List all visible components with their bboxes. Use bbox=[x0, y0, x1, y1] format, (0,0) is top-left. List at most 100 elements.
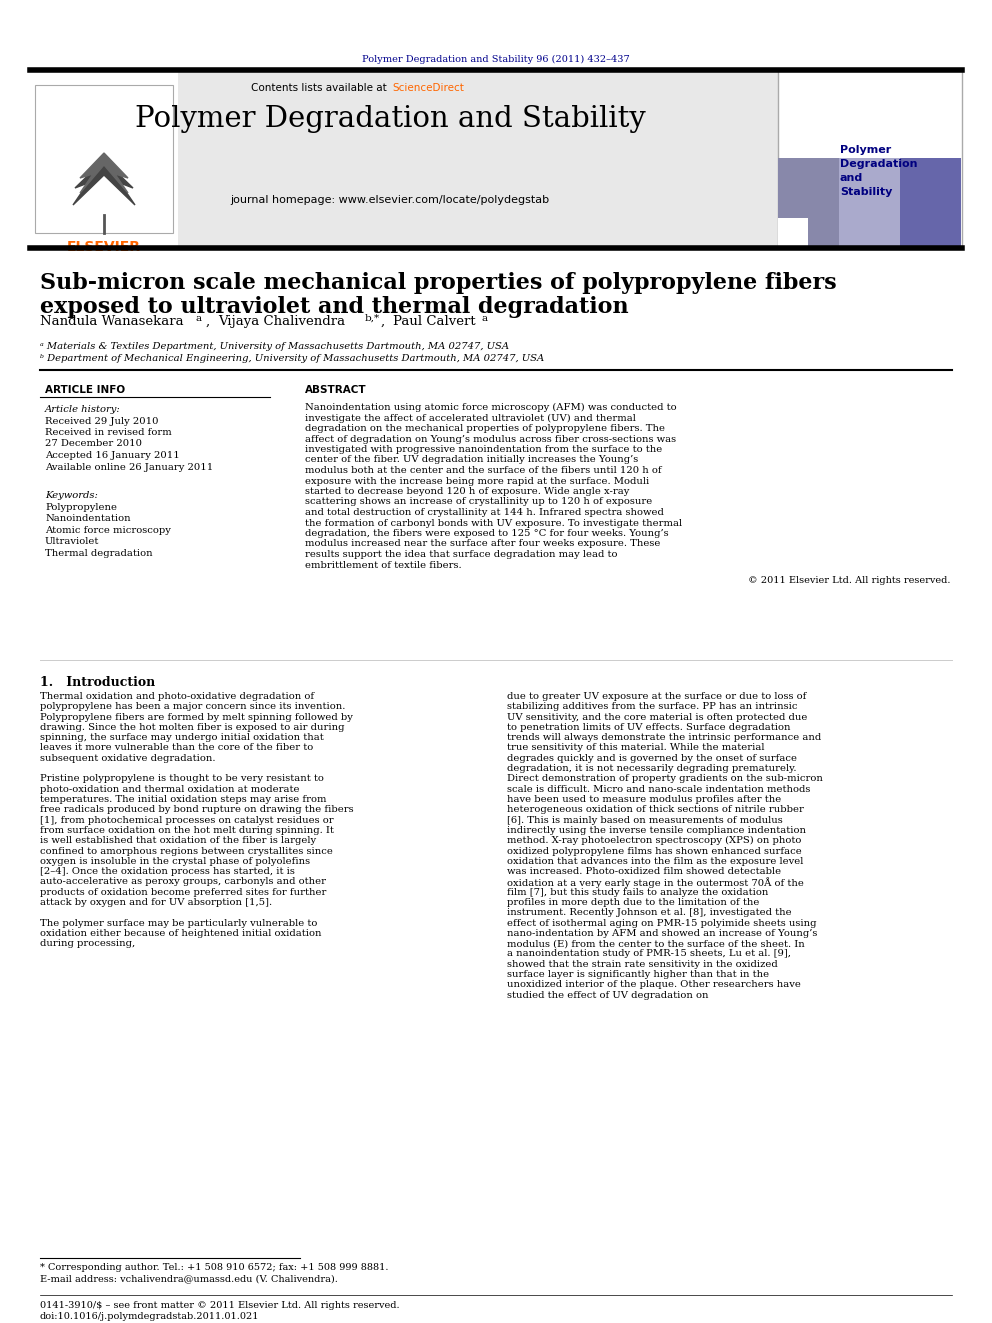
Text: to penetration limits of UV effects. Surface degradation: to penetration limits of UV effects. Sur… bbox=[507, 722, 791, 732]
Text: ELSEVIER: ELSEVIER bbox=[67, 239, 141, 254]
Text: studied the effect of UV degradation on: studied the effect of UV degradation on bbox=[507, 991, 708, 1000]
Text: ARTICLE INFO: ARTICLE INFO bbox=[45, 385, 125, 396]
Text: ScienceDirect: ScienceDirect bbox=[392, 83, 464, 93]
Text: during processing,: during processing, bbox=[40, 939, 135, 949]
Text: Polymer Degradation and Stability 96 (2011) 432–437: Polymer Degradation and Stability 96 (20… bbox=[362, 56, 630, 64]
Text: from surface oxidation on the hot melt during spinning. It: from surface oxidation on the hot melt d… bbox=[40, 826, 334, 835]
Text: Contents lists available at: Contents lists available at bbox=[251, 83, 390, 93]
Bar bbox=[900, 157, 961, 247]
Text: degradation, the fibers were exposed to 125 °C for four weeks. Young’s: degradation, the fibers were exposed to … bbox=[305, 529, 669, 538]
Text: ᵇ Department of Mechanical Engineering, University of Massachusetts Dartmouth, M: ᵇ Department of Mechanical Engineering, … bbox=[40, 355, 545, 363]
Text: leaves it more vulnerable than the core of the fiber to: leaves it more vulnerable than the core … bbox=[40, 744, 313, 753]
Text: modulus both at the center and the surface of the fibers until 120 h of: modulus both at the center and the surfa… bbox=[305, 466, 662, 475]
Text: products of oxidation become preferred sites for further: products of oxidation become preferred s… bbox=[40, 888, 326, 897]
Text: have been used to measure modulus profiles after the: have been used to measure modulus profil… bbox=[507, 795, 782, 804]
Text: Polymer
Degradation
and
Stability: Polymer Degradation and Stability bbox=[840, 146, 918, 197]
Text: [1], from photochemical processes on catalyst residues or: [1], from photochemical processes on cat… bbox=[40, 815, 333, 824]
Text: Polymer Degradation and Stability: Polymer Degradation and Stability bbox=[135, 105, 646, 134]
Text: due to greater UV exposure at the surface or due to loss of: due to greater UV exposure at the surfac… bbox=[507, 692, 806, 701]
Text: nano-indentation by AFM and showed an increase of Young’s: nano-indentation by AFM and showed an in… bbox=[507, 929, 817, 938]
Text: Thermal oxidation and photo-oxidative degradation of: Thermal oxidation and photo-oxidative de… bbox=[40, 692, 314, 701]
Text: confined to amorphous regions between crystallites since: confined to amorphous regions between cr… bbox=[40, 847, 333, 856]
Text: indirectly using the inverse tensile compliance indentation: indirectly using the inverse tensile com… bbox=[507, 826, 806, 835]
Text: method. X-ray photoelectron spectroscopy (XPS) on photo: method. X-ray photoelectron spectroscopy… bbox=[507, 836, 802, 845]
Text: Paul Calvert: Paul Calvert bbox=[393, 315, 475, 328]
Text: ,: , bbox=[381, 315, 390, 328]
Text: Keywords:: Keywords: bbox=[45, 491, 98, 500]
Text: E-mail address: vchalivendra@umassd.edu (V. Chalivendra).: E-mail address: vchalivendra@umassd.edu … bbox=[40, 1274, 338, 1283]
Text: [2–4]. Once the oxidation process has started, it is: [2–4]. Once the oxidation process has st… bbox=[40, 867, 295, 876]
Text: instrument. Recently Johnson et al. [8], investigated the: instrument. Recently Johnson et al. [8],… bbox=[507, 909, 792, 917]
Text: 0141-3910/$ – see front matter © 2011 Elsevier Ltd. All rights reserved.: 0141-3910/$ – see front matter © 2011 El… bbox=[40, 1301, 400, 1310]
Text: degradation on the mechanical properties of polypropylene fibers. The: degradation on the mechanical properties… bbox=[305, 423, 665, 433]
Text: oxidation either because of heightened initial oxidation: oxidation either because of heightened i… bbox=[40, 929, 321, 938]
Text: UV sensitivity, and the core material is often protected due: UV sensitivity, and the core material is… bbox=[507, 713, 807, 721]
Text: 1.   Introduction: 1. Introduction bbox=[40, 676, 156, 689]
Text: affect of degradation on Young’s modulus across fiber cross-sections was: affect of degradation on Young’s modulus… bbox=[305, 434, 677, 443]
Text: modulus increased near the surface after four weeks exposure. These: modulus increased near the surface after… bbox=[305, 540, 661, 549]
Bar bbox=[839, 157, 900, 247]
Text: Atomic force microscopy: Atomic force microscopy bbox=[45, 525, 171, 534]
Text: Pristine polypropylene is thought to be very resistant to: Pristine polypropylene is thought to be … bbox=[40, 774, 323, 783]
Text: degradation, it is not necessarily degrading prematurely.: degradation, it is not necessarily degra… bbox=[507, 765, 797, 773]
Text: a: a bbox=[195, 314, 201, 323]
Text: showed that the strain rate sensitivity in the oxidized: showed that the strain rate sensitivity … bbox=[507, 959, 778, 968]
Text: auto-accelerative as peroxy groups, carbonyls and other: auto-accelerative as peroxy groups, carb… bbox=[40, 877, 326, 886]
Text: center of the fiber. UV degradation initially increases the Young’s: center of the fiber. UV degradation init… bbox=[305, 455, 638, 464]
Text: Article history:: Article history: bbox=[45, 405, 121, 414]
Text: * Corresponding author. Tel.: +1 508 910 6572; fax: +1 508 999 8881.: * Corresponding author. Tel.: +1 508 910… bbox=[40, 1263, 389, 1271]
Bar bbox=[778, 157, 839, 247]
Text: journal homepage: www.elsevier.com/locate/polydegstab: journal homepage: www.elsevier.com/locat… bbox=[230, 194, 550, 205]
Text: [6]. This is mainly based on measurements of modulus: [6]. This is mainly based on measurement… bbox=[507, 815, 783, 824]
Text: subsequent oxidative degradation.: subsequent oxidative degradation. bbox=[40, 754, 215, 763]
Text: ᵃ Materials & Textiles Department, University of Massachusetts Dartmouth, MA 027: ᵃ Materials & Textiles Department, Unive… bbox=[40, 343, 509, 351]
Text: effect of isothermal aging on PMR-15 polyimide sheets using: effect of isothermal aging on PMR-15 pol… bbox=[507, 918, 816, 927]
Text: © 2011 Elsevier Ltd. All rights reserved.: © 2011 Elsevier Ltd. All rights reserved… bbox=[748, 576, 950, 585]
Polygon shape bbox=[80, 153, 128, 193]
Text: oxygen is insoluble in the crystal phase of polyolefins: oxygen is insoluble in the crystal phase… bbox=[40, 857, 310, 865]
Text: spinning, the surface may undergo initial oxidation that: spinning, the surface may undergo initia… bbox=[40, 733, 323, 742]
Text: scale is difficult. Micro and nano-scale indentation methods: scale is difficult. Micro and nano-scale… bbox=[507, 785, 810, 794]
Text: Received in revised form: Received in revised form bbox=[45, 429, 172, 437]
Text: Ultraviolet: Ultraviolet bbox=[45, 537, 99, 546]
Text: investigated with progressive nanoindentation from the surface to the: investigated with progressive nanoindent… bbox=[305, 445, 663, 454]
Text: heterogeneous oxidation of thick sections of nitrile rubber: heterogeneous oxidation of thick section… bbox=[507, 806, 804, 814]
Text: unoxidized interior of the plaque. Other researchers have: unoxidized interior of the plaque. Other… bbox=[507, 980, 801, 990]
Text: a nanoindentation study of PMR-15 sheets, Lu et al. [9],: a nanoindentation study of PMR-15 sheets… bbox=[507, 950, 791, 958]
Text: attack by oxygen and for UV absorption [1,5].: attack by oxygen and for UV absorption [… bbox=[40, 898, 272, 908]
Bar bbox=[35, 85, 173, 233]
Text: 27 December 2010: 27 December 2010 bbox=[45, 439, 142, 448]
Text: Received 29 July 2010: Received 29 July 2010 bbox=[45, 417, 159, 426]
Text: drawing. Since the hot molten fiber is exposed to air during: drawing. Since the hot molten fiber is e… bbox=[40, 722, 344, 732]
Text: photo-oxidation and thermal oxidation at moderate: photo-oxidation and thermal oxidation at… bbox=[40, 785, 300, 794]
Text: Nanoindentation: Nanoindentation bbox=[45, 515, 131, 524]
Text: The polymer surface may be particularly vulnerable to: The polymer surface may be particularly … bbox=[40, 918, 317, 927]
Text: oxidation at a very early stage in the outermost 70Å of the: oxidation at a very early stage in the o… bbox=[507, 877, 804, 888]
Text: surface layer is significantly higher than that in the: surface layer is significantly higher th… bbox=[507, 970, 769, 979]
Text: and total destruction of crystallinity at 144 h. Infrared spectra showed: and total destruction of crystallinity a… bbox=[305, 508, 664, 517]
Text: Polypropylene fibers are formed by melt spinning followed by: Polypropylene fibers are formed by melt … bbox=[40, 713, 353, 721]
Text: doi:10.1016/j.polymdegradstab.2011.01.021: doi:10.1016/j.polymdegradstab.2011.01.02… bbox=[40, 1312, 260, 1320]
Text: temperatures. The initial oxidation steps may arise from: temperatures. The initial oxidation step… bbox=[40, 795, 326, 804]
Text: ABSTRACT: ABSTRACT bbox=[305, 385, 367, 396]
Bar bbox=[778, 70, 962, 247]
Text: Sub-micron scale mechanical properties of polypropylene fibers: Sub-micron scale mechanical properties o… bbox=[40, 273, 836, 294]
Text: oxidized polypropylene films has shown enhanced surface: oxidized polypropylene films has shown e… bbox=[507, 847, 802, 856]
Text: film [7], but this study fails to analyze the oxidation: film [7], but this study fails to analyz… bbox=[507, 888, 769, 897]
Text: Thermal degradation: Thermal degradation bbox=[45, 549, 153, 558]
Text: free radicals produced by bond rupture on drawing the fibers: free radicals produced by bond rupture o… bbox=[40, 806, 353, 814]
Text: a: a bbox=[481, 314, 487, 323]
Bar bbox=[30, 70, 178, 247]
Text: b,*: b,* bbox=[365, 314, 380, 323]
Text: Available online 26 January 2011: Available online 26 January 2011 bbox=[45, 463, 213, 471]
Text: Accepted 16 January 2011: Accepted 16 January 2011 bbox=[45, 451, 180, 460]
Text: was increased. Photo-oxidized film showed detectable: was increased. Photo-oxidized film showe… bbox=[507, 867, 781, 876]
Bar bbox=[778, 218, 808, 247]
Text: started to decrease beyond 120 h of exposure. Wide angle x-ray: started to decrease beyond 120 h of expo… bbox=[305, 487, 629, 496]
Text: degrades quickly and is governed by the onset of surface: degrades quickly and is governed by the … bbox=[507, 754, 797, 763]
Text: oxidation that advances into the film as the exposure level: oxidation that advances into the film as… bbox=[507, 857, 804, 865]
Text: is well established that oxidation of the fiber is largely: is well established that oxidation of th… bbox=[40, 836, 316, 845]
Text: trends will always demonstrate the intrinsic performance and: trends will always demonstrate the intri… bbox=[507, 733, 821, 742]
Text: embrittlement of textile fibers.: embrittlement of textile fibers. bbox=[305, 561, 461, 569]
Text: polypropylene has been a major concern since its invention.: polypropylene has been a major concern s… bbox=[40, 703, 345, 712]
